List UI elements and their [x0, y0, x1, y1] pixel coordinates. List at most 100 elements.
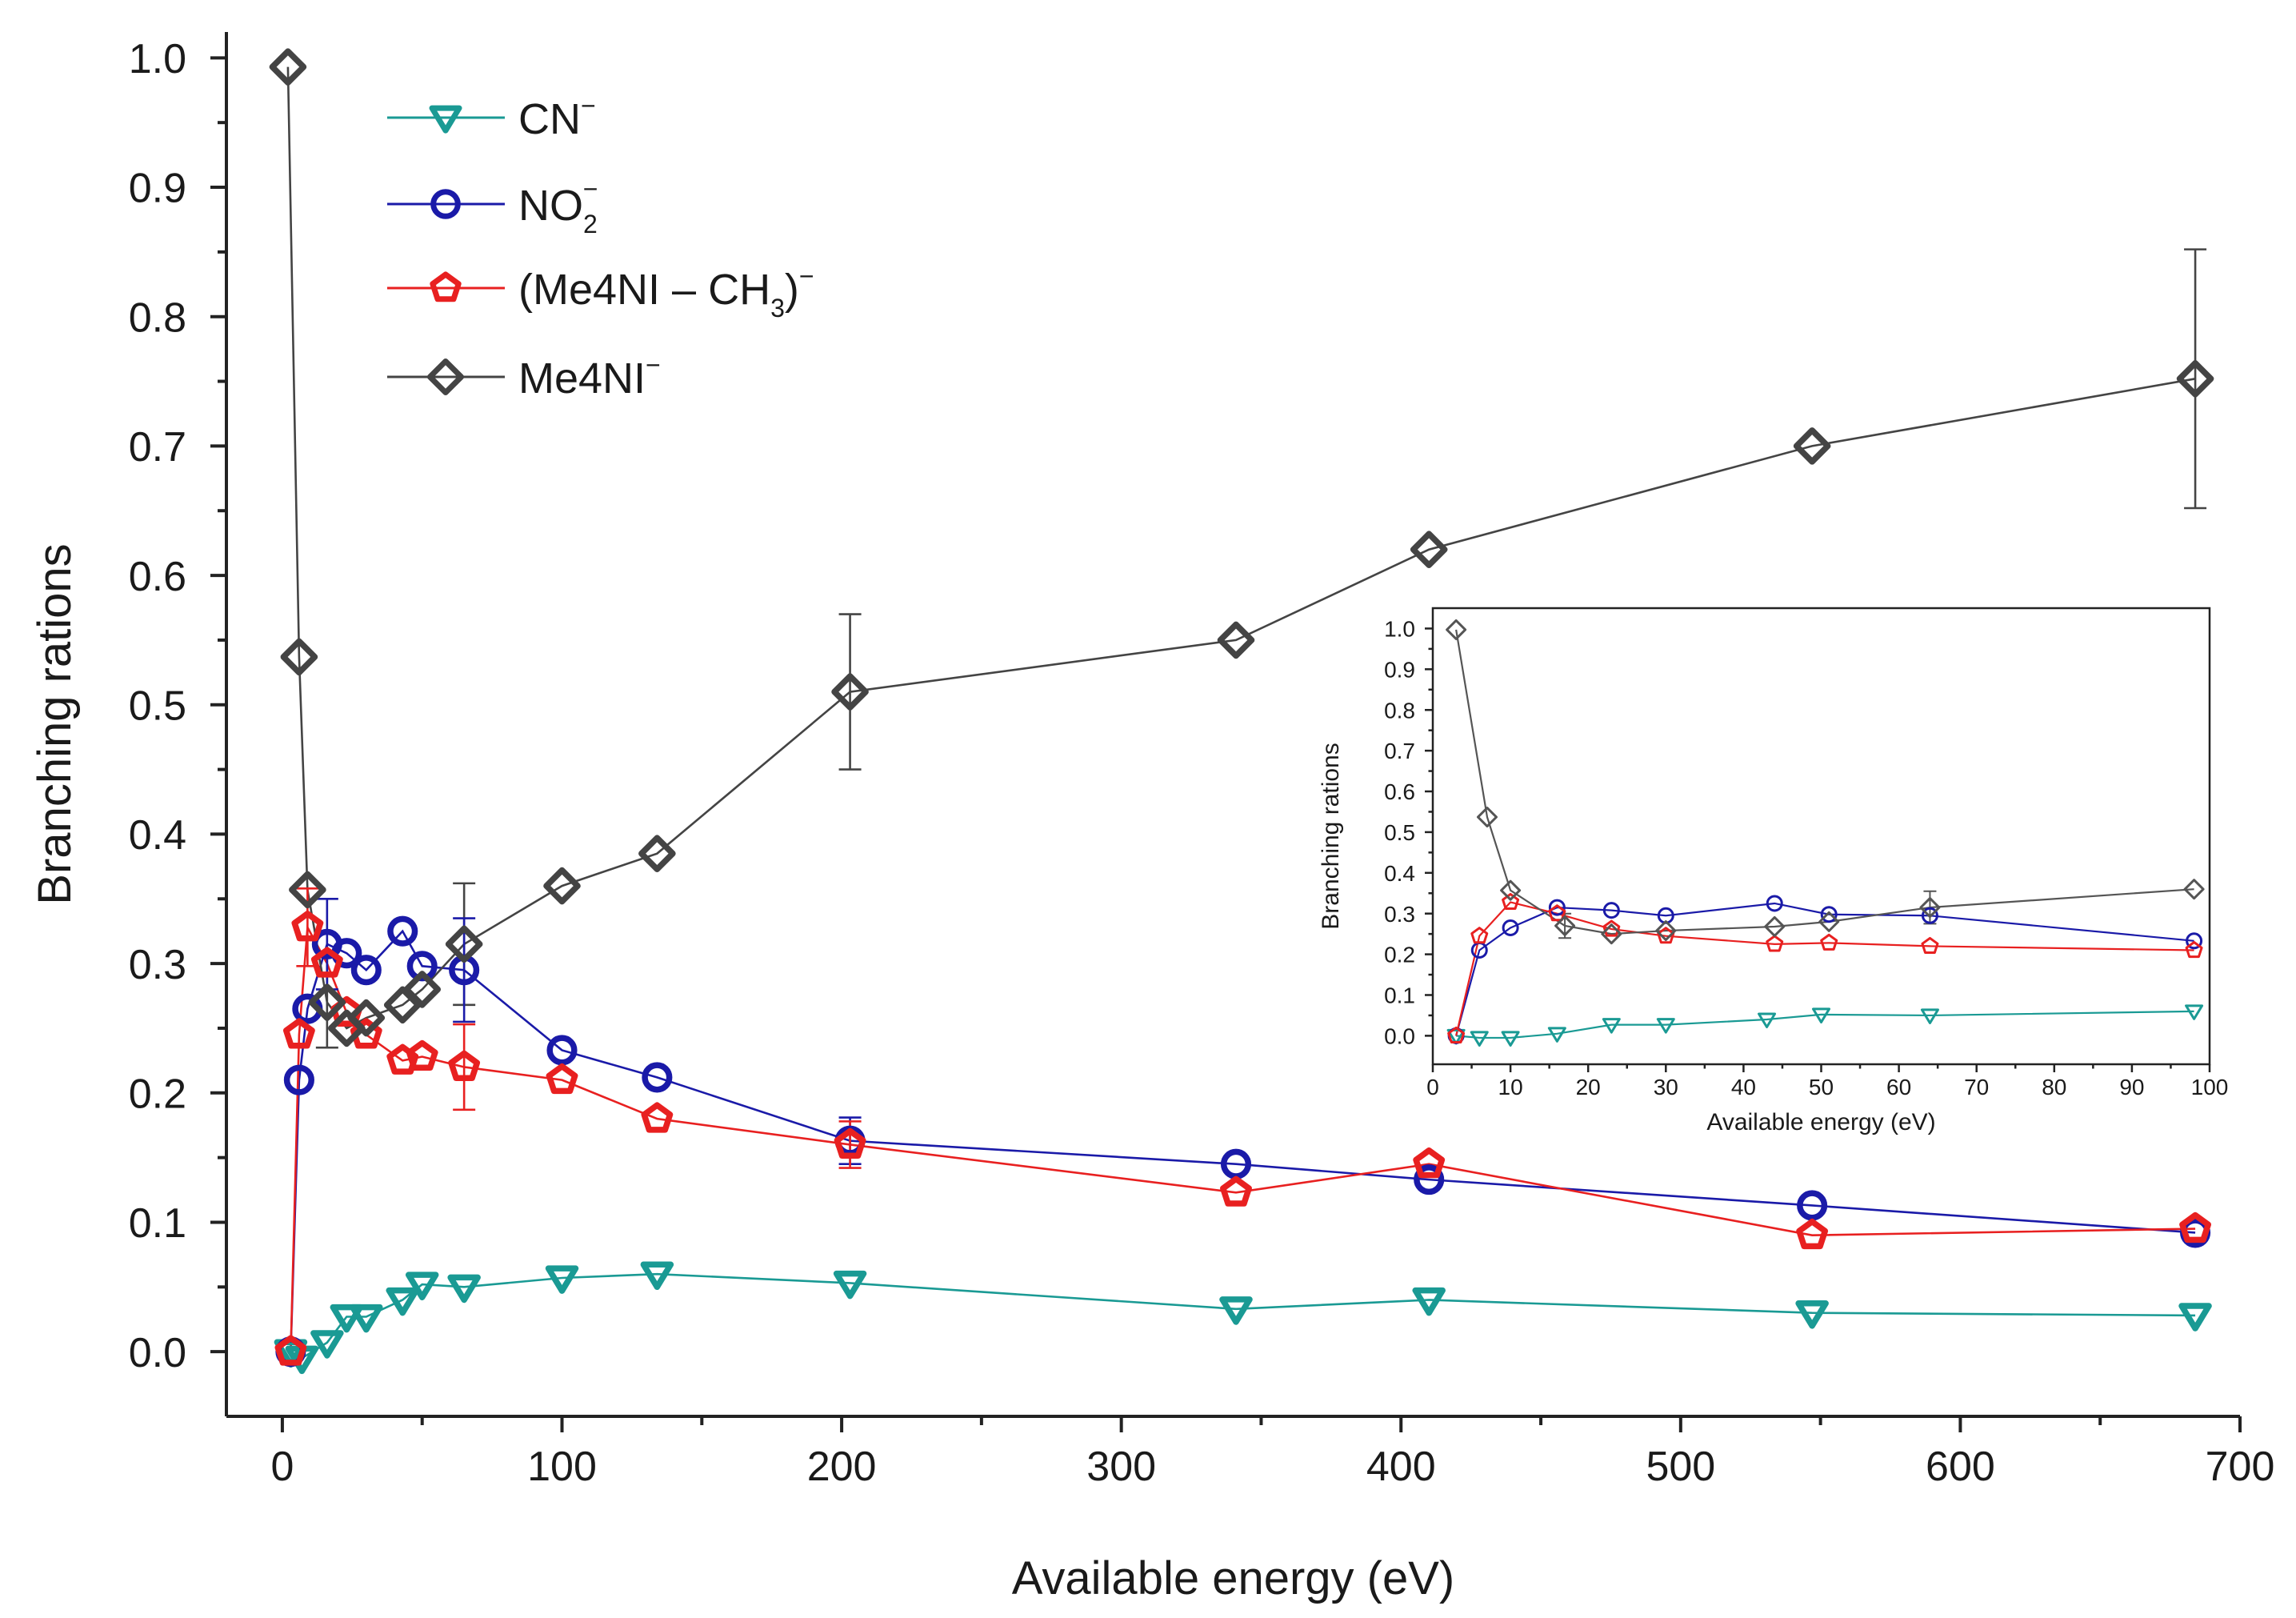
- main-point-me4ni: [1793, 427, 1831, 465]
- inset-point-no: [1548, 899, 1566, 916]
- main-point-cn: [310, 1330, 344, 1359]
- main-point-cn: [405, 1272, 439, 1300]
- main-point-me4ni-ch: [2179, 1211, 2211, 1244]
- inset-point-cn: [1470, 1031, 1489, 1047]
- inset-ytick-label: 0.4: [1384, 861, 1415, 886]
- main-xtick-label: 700: [2206, 1444, 2275, 1490]
- inset-ytick-label: 0.5: [1384, 820, 1415, 845]
- inset-point-cn: [2185, 1004, 2204, 1020]
- main-point-me4ni: [308, 983, 346, 1021]
- inset-xtick-label: 20: [1576, 1075, 1601, 1099]
- inset-point-me4ni: [1601, 923, 1622, 945]
- inset-point-cn: [1446, 1028, 1466, 1045]
- inset-point-cn: [1547, 1027, 1566, 1043]
- inset-point-me4ni-ch3: [1602, 919, 1621, 937]
- legend-label-me4ni-ch: (Me4NI – CH3)−: [518, 262, 814, 322]
- inset-point-me4ni: [1446, 619, 1467, 640]
- main-point-no: [1797, 1190, 1828, 1221]
- main-y-axis-title: Branching rations: [29, 543, 81, 904]
- inset-ytick-label: 0.3: [1384, 902, 1415, 927]
- main-point-me4ni: [2176, 360, 2214, 398]
- inset-point-me4ni-ch3: [2185, 941, 2203, 959]
- main-ytick-label: 0.7: [129, 424, 186, 471]
- inset-point-me4ni-ch3: [1502, 892, 1520, 911]
- inset-xtick-label: 70: [1964, 1075, 1989, 1099]
- main-point-cn: [833, 1270, 867, 1300]
- main-point-me4ni-ch: [291, 911, 324, 942]
- inset-point-me4ni: [1919, 897, 1941, 919]
- main-point-me4ni-ch: [641, 1102, 674, 1133]
- main-point-me4ni: [289, 871, 326, 909]
- main-point-cn: [2178, 1303, 2212, 1332]
- main-point-me4ni: [280, 638, 318, 676]
- inset-point-me4ni: [1476, 807, 1498, 828]
- inset-xtick-label: 90: [2119, 1075, 2144, 1099]
- main-point-no: [546, 1035, 578, 1066]
- inset-point-cn: [1501, 1031, 1520, 1047]
- inset-ytick-label: 0.1: [1384, 983, 1415, 1008]
- main-point-me4ni-ch: [406, 1039, 438, 1071]
- main-xtick-label: 200: [807, 1444, 877, 1490]
- main-xtick-label: 100: [527, 1444, 597, 1490]
- legend-marker-no: [430, 189, 461, 219]
- inset-xtick-label: 80: [2042, 1075, 2066, 1099]
- inset-ytick-label: 0.9: [1384, 657, 1415, 682]
- legend-label-no: NO2−: [518, 174, 598, 238]
- inset-series-line-me4ni: [1455, 629, 2194, 935]
- inset-xtick-label: 60: [1886, 1075, 1911, 1099]
- inset-point-me4ni: [1818, 911, 1840, 932]
- inset-point-no: [1820, 906, 1838, 923]
- main-point-me4ni: [269, 48, 307, 86]
- main-point-cn: [1412, 1287, 1446, 1316]
- main-point-me4ni: [1410, 531, 1448, 569]
- inset-point-me4ni-ch3: [1470, 927, 1489, 944]
- main-point-cn: [447, 1274, 481, 1304]
- inset-point-me4ni-ch3: [1921, 936, 1939, 955]
- inset-point-cn: [1602, 1018, 1621, 1034]
- legend-marker-me4ni-ch: [430, 271, 462, 302]
- inset-point-cn: [1812, 1007, 1830, 1023]
- main-x-axis-title: Available energy (eV): [1012, 1552, 1454, 1604]
- inset-xtick-label: 40: [1731, 1075, 1756, 1099]
- inset-xtick-label: 0: [1426, 1075, 1439, 1099]
- main-point-me4ni-ch: [834, 1127, 866, 1159]
- main-point-cn: [350, 1304, 383, 1333]
- main-point-me4ni: [831, 673, 869, 711]
- inset-y-axis-title: Branching rations: [1318, 743, 1344, 929]
- main-point-me4ni-ch: [386, 1043, 419, 1075]
- inset-point-cn: [1758, 1012, 1777, 1029]
- main-ytick-label: 0.0: [129, 1330, 186, 1376]
- main-point-me4ni-ch: [350, 1018, 382, 1049]
- main-point-me4ni-ch: [310, 947, 343, 978]
- main-point-cn: [1795, 1300, 1829, 1329]
- inset-ytick-label: 0.7: [1384, 739, 1415, 763]
- main-xtick-label: 0: [270, 1444, 294, 1490]
- main-xtick-label: 500: [1646, 1444, 1715, 1490]
- main-point-no: [350, 955, 382, 986]
- main-ytick-label: 0.8: [129, 294, 186, 341]
- main-point-me4ni-ch: [448, 1050, 481, 1081]
- legend-marker-me4ni: [426, 358, 465, 396]
- main-point-me4ni-ch: [1796, 1218, 1829, 1250]
- main-xtick-label: 600: [1926, 1444, 1995, 1490]
- main-point-me4ni: [543, 867, 581, 905]
- inset-point-cn: [1920, 1008, 1939, 1024]
- main-point-no: [1414, 1164, 1445, 1195]
- inset-ytick-label: 0.2: [1384, 943, 1415, 967]
- main-ytick-label: 0.5: [129, 683, 186, 729]
- main-ytick-label: 0.2: [129, 1071, 186, 1118]
- main-point-me4ni: [638, 835, 676, 872]
- main-point-no: [387, 915, 418, 947]
- main-ytick-label: 0.1: [129, 1200, 186, 1247]
- inset-point-no: [2186, 932, 2203, 950]
- inset-point-cn: [1656, 1018, 1675, 1034]
- legend: CN− NO2− (Me4NI – CH3)− Me4NI−: [387, 91, 814, 402]
- main-point-no: [642, 1062, 673, 1093]
- inset-point-no: [1602, 902, 1620, 919]
- inset-point-me4ni-ch3: [1820, 933, 1838, 951]
- main-point-no: [283, 1064, 314, 1095]
- inset-frame: [1431, 607, 2211, 1066]
- main-point-cn: [386, 1287, 419, 1316]
- inset-point-no: [1766, 895, 1783, 912]
- main-ytick-label: 0.3: [129, 942, 186, 988]
